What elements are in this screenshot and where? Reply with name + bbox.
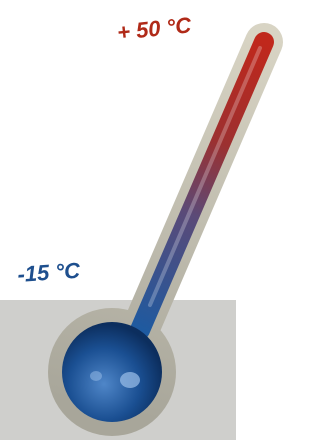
bulb-highlight: [90, 371, 102, 381]
bulb-highlight: [120, 372, 140, 388]
tube-highlight: [150, 48, 260, 305]
thermometer-graphic: + 50 °C -15 °C: [0, 0, 293, 440]
min-label: -15 °C: [17, 258, 82, 287]
max-label: + 50 °C: [116, 12, 194, 45]
page: {"labels": {"max": "+ 50 °C", "min": "-1…: [0, 0, 293, 440]
bulb: [62, 322, 162, 422]
